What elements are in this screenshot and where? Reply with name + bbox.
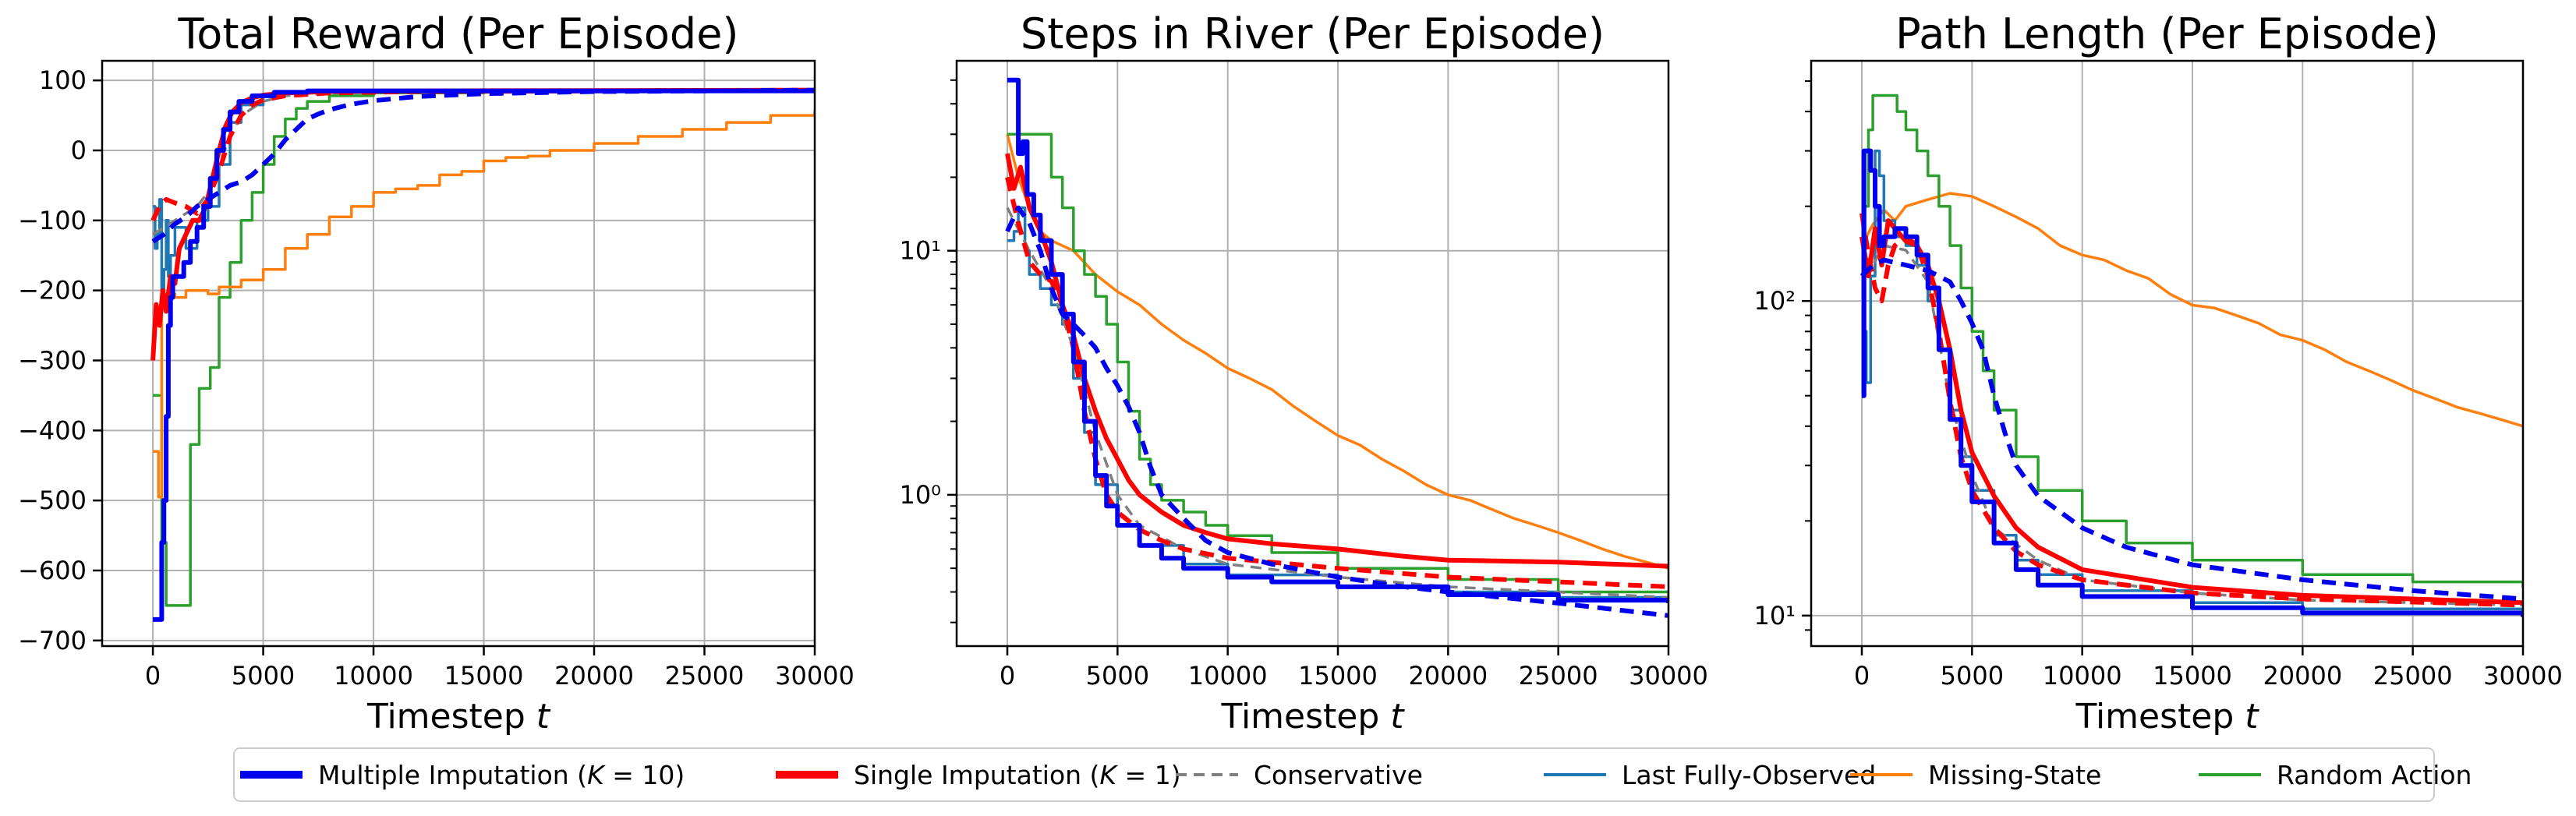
series-line-multiple-imputation-k-10 bbox=[153, 88, 815, 622]
legend-label: Multiple Imputation (K = 10) bbox=[318, 760, 685, 790]
x-axis-label: Timestep t bbox=[1220, 697, 1405, 737]
series-line-conservative bbox=[1006, 207, 1668, 599]
y-tick-label: 10⁰ bbox=[899, 480, 941, 510]
series-group bbox=[1859, 94, 2523, 617]
x-tick-label: 30000 bbox=[2483, 661, 2563, 691]
chart-title: Path Length (Per Episode) bbox=[1895, 9, 2439, 58]
y-tick-label: 100 bbox=[39, 65, 87, 95]
series-line-single-imputation-k-1-dashed bbox=[1859, 213, 2523, 608]
x-tick-label: 25000 bbox=[665, 661, 745, 691]
series-line-missing-state bbox=[1860, 192, 2523, 428]
x-tick-label: 10000 bbox=[2043, 661, 2122, 691]
x-tick-label: 0 bbox=[1854, 661, 1870, 691]
x-tick-label: 30000 bbox=[775, 661, 855, 691]
series-line-random-action bbox=[153, 89, 815, 607]
chart-title: Steps in River (Per Episode) bbox=[1021, 9, 1605, 58]
series-line-missing-state bbox=[153, 111, 815, 499]
legend-label: Conservative bbox=[1254, 760, 1423, 790]
panel-1: 0 5000 10000 15000 20000 25000 30000 −700 −600 −5… bbox=[18, 9, 855, 737]
x-tick-label: 5000 bbox=[1086, 661, 1149, 691]
series-line-last-fully-observed bbox=[153, 90, 815, 292]
axes-frame bbox=[1810, 59, 2525, 648]
y-tick-label: −200 bbox=[18, 276, 87, 306]
y-tick-label: −500 bbox=[18, 486, 87, 515]
series-line-random-action bbox=[1862, 94, 2523, 588]
legend: Multiple Imputation (K = 10) Single Imput… bbox=[233, 747, 2472, 802]
legend-box bbox=[233, 747, 2435, 802]
series-line-random-action bbox=[1007, 132, 1668, 601]
y-tick-label: −700 bbox=[18, 626, 87, 655]
y-tick-label: 10¹ bbox=[1753, 601, 1796, 631]
legend-label: Single Imputation (K = 1) bbox=[854, 760, 1181, 790]
x-axis-label: Timestep t bbox=[2075, 697, 2259, 737]
legend-label: Missing-State bbox=[1928, 760, 2101, 790]
series-line-multiple-imputation-k-10 bbox=[1861, 148, 2523, 617]
x-tick-label: 25000 bbox=[2373, 661, 2453, 691]
x-tick-label: 15000 bbox=[2153, 661, 2232, 691]
legend-label: Random Action bbox=[2277, 760, 2472, 790]
y-tick-label: −100 bbox=[18, 206, 87, 235]
series-line-single-imputation-k-1-dashed bbox=[1005, 176, 1668, 589]
y-tick-label: −400 bbox=[18, 415, 87, 445]
x-tick-label: 10000 bbox=[1188, 661, 1268, 691]
chart-title: Total Reward (Per Episode) bbox=[178, 9, 739, 58]
x-tick-label: 10000 bbox=[334, 661, 413, 691]
x-tick-label: 25000 bbox=[1519, 661, 1598, 691]
panel-2: 0 5000 10000 15000 20000 25000 30000 10⁰ 10¹ Step… bbox=[899, 9, 1707, 737]
series-line-multiple-imputation-k-10-dashed bbox=[151, 87, 815, 244]
x-tick-label: 20000 bbox=[2263, 661, 2342, 691]
axes-frame bbox=[101, 59, 816, 648]
y-tick-label: 10¹ bbox=[899, 236, 941, 266]
x-tick-label: 5000 bbox=[232, 661, 295, 691]
x-tick-label: 30000 bbox=[1629, 661, 1708, 691]
x-tick-label: 20000 bbox=[554, 661, 634, 691]
axes-frame bbox=[955, 59, 1670, 648]
x-tick-label: 15000 bbox=[1298, 661, 1378, 691]
x-tick-label: 5000 bbox=[1941, 661, 2004, 691]
y-tick-label: 10² bbox=[1753, 286, 1796, 316]
legend-label: Last Fully-Observed bbox=[1622, 760, 1876, 790]
x-tick-label: 0 bbox=[145, 661, 161, 691]
y-tick-label: −600 bbox=[18, 556, 87, 585]
panel-3: 0 5000 10000 15000 20000 25000 30000 10¹ 10² Path… bbox=[1753, 9, 2562, 737]
series-line-multiple-imputation-k-10-dashed bbox=[1859, 257, 2523, 602]
series-group bbox=[150, 87, 815, 622]
x-axis-label: Timestep t bbox=[366, 697, 551, 737]
x-tick-label: 20000 bbox=[1408, 661, 1488, 691]
series-line-multiple-imputation-k-10 bbox=[1007, 77, 1668, 603]
x-tick-label: 0 bbox=[1000, 661, 1015, 691]
series-group bbox=[1005, 77, 1668, 618]
y-tick-label: 0 bbox=[71, 136, 87, 165]
series-line-missing-state bbox=[1006, 133, 1668, 570]
y-tick-label: −300 bbox=[18, 345, 87, 375]
series-line-single-imputation-k-1 bbox=[1859, 218, 2523, 606]
x-tick-label: 15000 bbox=[444, 661, 524, 691]
